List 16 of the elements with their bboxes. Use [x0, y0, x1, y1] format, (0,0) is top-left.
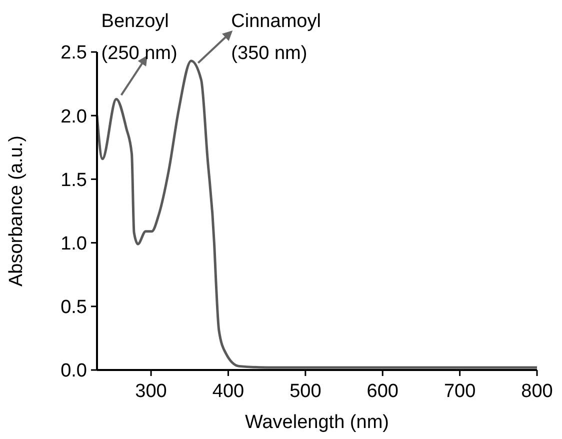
y-tick-label: 1.5: [60, 170, 87, 191]
y-tick-label: 0.5: [60, 297, 87, 318]
x-tick-label: 800: [521, 381, 553, 402]
x-tick-label: 400: [212, 381, 244, 402]
x-tick-label: 300: [135, 381, 167, 402]
annotation: Cinnamoyl (350 nm): [231, 10, 321, 64]
y-tick-label: 2.5: [60, 42, 87, 64]
x-tick-label: 700: [444, 381, 476, 402]
x-axis-title: Wavelength (nm): [245, 412, 389, 433]
y-tick-label: 1.0: [60, 233, 87, 254]
y-tick-label: 0.0: [60, 360, 87, 382]
x-tick-label: 600: [366, 381, 398, 402]
x-tick-label: 500: [290, 381, 322, 402]
y-tick-label: 2.0: [60, 106, 87, 128]
annotation: Benzoyl (250 nm): [101, 11, 178, 64]
y-axis-title: Absorbance (a.u.): [6, 135, 27, 287]
